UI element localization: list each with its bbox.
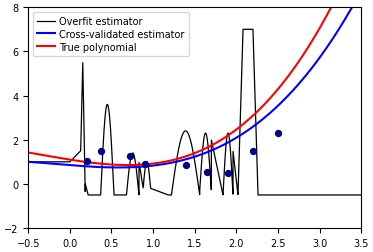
- Cross-validated estimator: [64, 164, 69, 167]
- Cross-validated estimator: [154, 164, 158, 167]
- Overfit estimator: [26, 161, 31, 164]
- Overfit estimator: [317, 194, 321, 197]
- True polynomial: [168, 160, 173, 163]
- Overfit estimator: [86, 194, 90, 197]
- Overfit estimator: [84, 185, 88, 188]
- Overfit estimator: [64, 161, 69, 164]
- True polynomial: [84, 161, 88, 164]
- Point: [184, 164, 189, 168]
- Overfit estimator: [241, 29, 245, 32]
- Line: Cross-validated estimator: Cross-validated estimator: [28, 0, 361, 168]
- True polynomial: [317, 29, 321, 32]
- Point: [142, 162, 148, 166]
- Cross-validated estimator: [84, 165, 88, 168]
- Line: True polynomial: True polynomial: [28, 0, 361, 165]
- Point: [84, 159, 90, 163]
- Line: Overfit estimator: Overfit estimator: [28, 30, 361, 195]
- Overfit estimator: [168, 194, 173, 197]
- True polynomial: [64, 158, 69, 161]
- Point: [204, 170, 210, 174]
- Cross-validated estimator: [26, 161, 31, 164]
- Point: [127, 155, 133, 159]
- Overfit estimator: [359, 194, 363, 197]
- True polynomial: [126, 164, 130, 167]
- True polynomial: [26, 151, 31, 154]
- Overfit estimator: [352, 194, 357, 197]
- Legend: Overfit estimator, Cross-validated estimator, True polynomial: Overfit estimator, Cross-validated estim…: [33, 13, 189, 56]
- Cross-validated estimator: [116, 166, 120, 169]
- True polynomial: [154, 162, 158, 165]
- Point: [98, 149, 104, 153]
- Point: [275, 132, 281, 136]
- Point: [250, 149, 256, 153]
- Cross-validated estimator: [352, 2, 357, 5]
- Cross-validated estimator: [317, 58, 321, 61]
- Overfit estimator: [154, 189, 158, 192]
- Point: [225, 171, 231, 175]
- Cross-validated estimator: [168, 162, 173, 165]
